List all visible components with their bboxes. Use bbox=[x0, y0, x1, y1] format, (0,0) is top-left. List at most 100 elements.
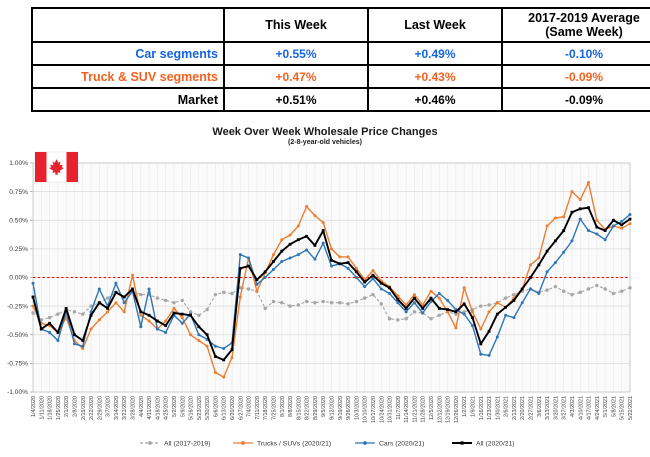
x-axis-label: 7/11/2020 bbox=[255, 396, 261, 420]
x-axis-label: 8/15/2020 bbox=[296, 396, 302, 420]
data-point-marker bbox=[180, 321, 184, 325]
data-point-marker bbox=[495, 335, 499, 339]
data-point-marker bbox=[172, 300, 176, 305]
x-axis-label: 3/6/2021 bbox=[537, 396, 543, 417]
x-axis-label: 5/1/2021 bbox=[603, 396, 609, 417]
data-point-marker bbox=[114, 290, 118, 294]
canada-flag-icon bbox=[34, 151, 79, 183]
x-axis-label: 10/24/2020 bbox=[379, 396, 385, 423]
table-row-truck-suv-segments: Truck & SUV segments +0.47% +0.43% -0.09… bbox=[31, 64, 650, 89]
data-point-marker bbox=[271, 299, 276, 304]
x-axis-label: 7/18/2020 bbox=[263, 396, 269, 420]
data-point-marker bbox=[31, 281, 35, 285]
data-point-marker bbox=[321, 299, 325, 304]
data-point-marker bbox=[321, 229, 325, 232]
x-axis-labels: 1/4/2020 1/11/2020 1/18/2020 1/25/2020 2/1/2… bbox=[31, 396, 634, 423]
data-point-marker bbox=[562, 229, 566, 232]
x-axis-label: 1/2/2021 bbox=[462, 396, 468, 417]
data-point-marker bbox=[180, 312, 184, 316]
data-point-marker bbox=[396, 297, 400, 301]
data-point-marker bbox=[553, 216, 557, 220]
data-point-marker bbox=[562, 250, 566, 254]
data-point-marker bbox=[155, 296, 160, 300]
data-point-marker bbox=[595, 218, 599, 222]
data-point-marker bbox=[238, 286, 242, 290]
legend-label: All (2020/21) bbox=[476, 440, 515, 447]
data-point-marker bbox=[97, 287, 101, 291]
data-point-marker bbox=[230, 291, 234, 296]
data-point-marker bbox=[545, 288, 549, 292]
data-point-marker bbox=[280, 300, 284, 305]
data-point-marker bbox=[561, 289, 566, 293]
data-point-marker bbox=[163, 298, 168, 303]
data-point-marker bbox=[47, 315, 52, 320]
data-point-marker bbox=[338, 255, 342, 259]
data-point-marker bbox=[213, 344, 217, 348]
data-point-marker bbox=[205, 307, 209, 312]
x-axis-label: 12/12/2020 bbox=[437, 396, 443, 423]
data-point-marker bbox=[470, 310, 474, 314]
x-axis-label: 3/28/2020 bbox=[131, 396, 137, 420]
data-point-marker bbox=[147, 287, 151, 291]
y-axis-label: 0.25% bbox=[9, 246, 28, 253]
data-point-marker bbox=[454, 312, 458, 316]
data-point-marker bbox=[628, 217, 632, 221]
data-point-marker bbox=[412, 301, 416, 305]
x-axis-label: 1/9/2021 bbox=[470, 396, 476, 417]
data-point-marker bbox=[255, 282, 259, 286]
summary-table-wrap: This Week Last Week 2017-2019 Average (S… bbox=[31, 7, 650, 112]
data-point-marker bbox=[31, 311, 35, 315]
data-point-marker bbox=[288, 242, 292, 246]
data-point-marker bbox=[520, 287, 524, 291]
data-point-marker bbox=[89, 327, 93, 331]
data-point-marker bbox=[454, 326, 458, 330]
chart-legend: All (2017-2019) Trucks / SUVs (2020/21) Ca… bbox=[140, 440, 515, 447]
data-point-marker bbox=[388, 292, 392, 296]
y-axis-label: 1.00% bbox=[9, 160, 28, 167]
data-point-marker bbox=[180, 316, 184, 320]
data-point-marker bbox=[487, 303, 491, 307]
x-axis-label: 12/19/2020 bbox=[446, 396, 452, 423]
data-point-marker bbox=[346, 266, 350, 270]
x-axis-label: 8/29/2020 bbox=[313, 396, 319, 420]
data-point-marker bbox=[296, 253, 300, 257]
data-point-marker bbox=[628, 222, 632, 226]
x-axis-label: 11/14/2020 bbox=[404, 396, 410, 423]
data-point-marker bbox=[454, 310, 458, 314]
x-axis-label: 6/20/2020 bbox=[230, 396, 236, 420]
data-point-marker bbox=[529, 276, 532, 279]
x-axis-label: 1/11/2020 bbox=[39, 396, 45, 420]
x-axis-label: 5/30/2020 bbox=[205, 396, 211, 420]
data-point-marker bbox=[197, 338, 201, 342]
x-axis-label: 9/26/2020 bbox=[346, 396, 352, 420]
data-point-marker bbox=[122, 295, 126, 299]
data-point-marker bbox=[462, 302, 466, 306]
data-point-marker bbox=[545, 270, 549, 274]
data-point-marker bbox=[305, 205, 309, 209]
y-axis-label: 0.50% bbox=[9, 217, 28, 224]
data-point-marker bbox=[354, 299, 359, 304]
x-axis-label: 1/25/2020 bbox=[56, 396, 62, 420]
col-header-average: 2017-2019 Average (Same Week) bbox=[501, 7, 650, 43]
data-point-marker bbox=[446, 298, 450, 302]
legend-item-all-2020-21: All (2020/21) bbox=[452, 440, 515, 447]
data-point-marker bbox=[330, 247, 333, 251]
data-point-marker bbox=[81, 344, 85, 348]
data-point-marker bbox=[611, 224, 615, 228]
x-axis-label: 10/10/2020 bbox=[363, 396, 369, 423]
data-point-marker bbox=[197, 325, 201, 329]
x-axis-label: 7/25/2020 bbox=[271, 396, 277, 420]
data-point-marker bbox=[338, 300, 342, 305]
data-point-marker bbox=[512, 292, 516, 297]
data-point-marker bbox=[620, 226, 624, 230]
data-point-marker bbox=[553, 284, 558, 289]
data-point-marker bbox=[429, 296, 433, 300]
data-point-marker bbox=[105, 296, 110, 300]
data-point-marker bbox=[404, 310, 408, 314]
data-point-marker bbox=[238, 253, 242, 257]
data-point-marker bbox=[587, 206, 590, 210]
x-axis-label: 8/8/2020 bbox=[288, 396, 294, 417]
x-axis-label: 4/3/2021 bbox=[570, 396, 576, 417]
data-point-marker bbox=[31, 295, 35, 299]
data-point-marker bbox=[205, 344, 209, 348]
